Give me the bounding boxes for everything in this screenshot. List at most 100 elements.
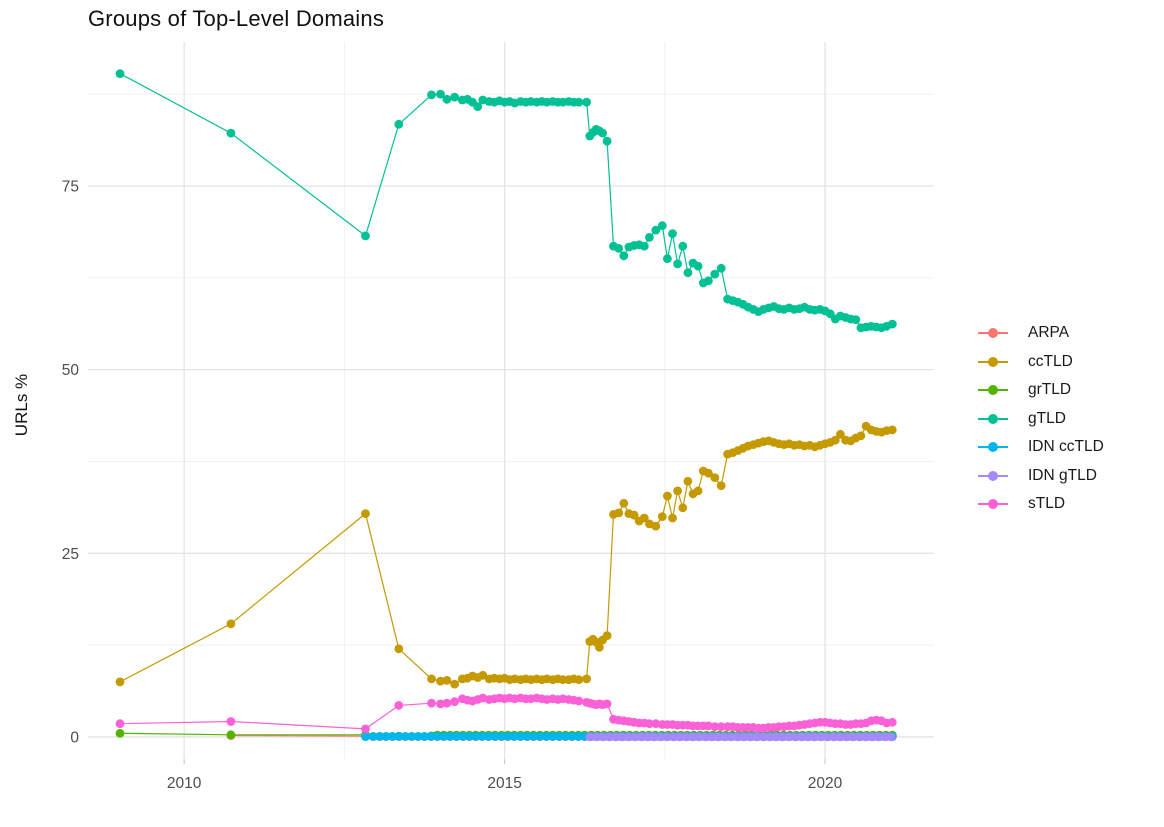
data-point — [784, 732, 793, 742]
data-point — [426, 732, 436, 741]
data-point — [484, 732, 493, 741]
data-point — [639, 241, 649, 251]
data-point — [561, 732, 570, 741]
data-point — [835, 732, 845, 742]
legend-item-gTLD: gTLD — [978, 405, 1104, 434]
data-point — [716, 722, 726, 732]
data-point — [450, 679, 459, 689]
data-point — [887, 717, 897, 727]
data-point — [673, 259, 682, 269]
data-point — [541, 732, 551, 741]
data-point — [602, 699, 612, 709]
legend-label: grTLD — [1028, 381, 1072, 399]
data-point — [535, 732, 545, 741]
data-point — [226, 730, 236, 740]
data-point — [407, 732, 417, 741]
data-point — [651, 719, 661, 729]
series-IDN-gTLD — [585, 732, 896, 742]
data-point — [663, 491, 672, 501]
data-point — [574, 675, 584, 685]
data-point — [522, 732, 532, 741]
legend-key-icon — [978, 412, 1008, 426]
series-sTLD — [115, 693, 897, 734]
data-point — [829, 732, 838, 742]
data-point — [683, 476, 693, 486]
data-point — [619, 498, 629, 508]
data-point — [413, 732, 423, 741]
legend-label: gTLD — [1028, 409, 1066, 427]
data-point — [115, 677, 125, 687]
data-point — [464, 732, 474, 741]
axis-labels: 2010 2015 2020 0 25 50 75 — [62, 178, 843, 792]
x-tick-label: 2020 — [808, 775, 843, 792]
data-point — [602, 136, 612, 146]
legend-item-sTLD: sTLD — [978, 490, 1104, 519]
data-point — [375, 732, 384, 741]
data-point — [758, 732, 768, 742]
data-point — [394, 701, 404, 710]
data-point — [623, 732, 633, 742]
data-point — [602, 631, 612, 640]
legend-item-IDN-ccTLD: IDN ccTLD — [978, 433, 1104, 462]
data-point — [436, 676, 445, 686]
data-point — [645, 233, 654, 242]
data-point — [710, 473, 720, 482]
legend-item-ccTLD: ccTLD — [978, 348, 1104, 377]
data-point — [694, 732, 704, 742]
data-point — [673, 486, 682, 496]
data-point — [442, 698, 452, 708]
data-point — [503, 732, 513, 741]
data-point — [567, 732, 577, 741]
data-point — [436, 89, 445, 99]
data-point — [497, 732, 506, 741]
data-point — [617, 732, 627, 742]
data-point — [716, 263, 726, 273]
data-point — [681, 732, 691, 742]
data-point — [873, 732, 883, 742]
data-point — [704, 721, 713, 731]
data-point — [886, 732, 896, 742]
data-point — [548, 732, 558, 741]
data-point — [394, 119, 404, 129]
data-point — [700, 732, 710, 742]
data-point — [683, 268, 693, 278]
data-point — [726, 732, 736, 742]
data-point — [710, 722, 720, 732]
data-point — [796, 732, 806, 742]
data-point — [675, 732, 684, 742]
data-point — [361, 231, 370, 241]
data-point — [573, 732, 583, 741]
data-point — [400, 732, 410, 741]
legend-key-icon — [978, 469, 1008, 483]
data-point — [841, 732, 851, 742]
y-tick-label: 50 — [62, 362, 80, 379]
data-point — [710, 269, 720, 279]
legend-key-icon — [978, 355, 1008, 369]
data-point — [509, 732, 519, 741]
data-point — [856, 431, 866, 441]
data-point — [629, 510, 639, 520]
data-point — [598, 732, 607, 742]
data-point — [361, 724, 370, 734]
data-point — [595, 642, 604, 652]
data-point — [649, 732, 659, 742]
data-point — [432, 732, 442, 741]
data-point — [704, 276, 713, 286]
data-point — [816, 732, 825, 742]
data-point — [471, 732, 481, 741]
data-point — [830, 435, 840, 445]
data-point — [598, 128, 607, 138]
data-point — [764, 732, 774, 742]
data-point — [777, 732, 787, 742]
data-point — [688, 732, 697, 742]
data-point — [361, 509, 370, 518]
data-point — [668, 513, 677, 523]
data-point — [582, 674, 591, 684]
data-point — [115, 728, 125, 738]
legend-label: sTLD — [1028, 495, 1066, 513]
data-point — [655, 732, 665, 742]
data-point — [651, 521, 661, 531]
legend-label: IDN ccTLD — [1028, 438, 1104, 456]
data-point — [668, 229, 677, 239]
data-point — [445, 732, 455, 741]
